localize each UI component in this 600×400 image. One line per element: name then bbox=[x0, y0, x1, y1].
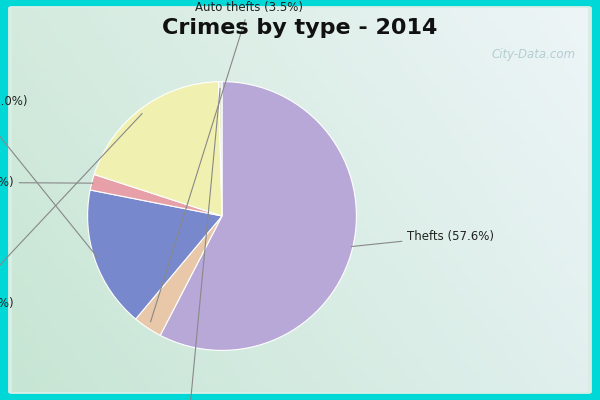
Text: Burglaries (17.0%): Burglaries (17.0%) bbox=[0, 95, 97, 257]
Wedge shape bbox=[136, 216, 222, 335]
Text: Thefts (57.6%): Thefts (57.6%) bbox=[352, 230, 494, 246]
Wedge shape bbox=[88, 190, 222, 319]
Wedge shape bbox=[218, 82, 222, 216]
Text: City-Data.com: City-Data.com bbox=[492, 48, 576, 61]
Wedge shape bbox=[160, 82, 356, 350]
Wedge shape bbox=[90, 174, 222, 216]
Text: Assaults (19.6%): Assaults (19.6%) bbox=[0, 114, 142, 310]
Text: Robberies (1.9%): Robberies (1.9%) bbox=[0, 176, 93, 189]
Text: Auto thefts (3.5%): Auto thefts (3.5%) bbox=[151, 1, 303, 322]
Wedge shape bbox=[94, 82, 222, 216]
Text: Crimes by type - 2014: Crimes by type - 2014 bbox=[163, 18, 437, 38]
Text: Arson (0.4%): Arson (0.4%) bbox=[150, 88, 227, 400]
